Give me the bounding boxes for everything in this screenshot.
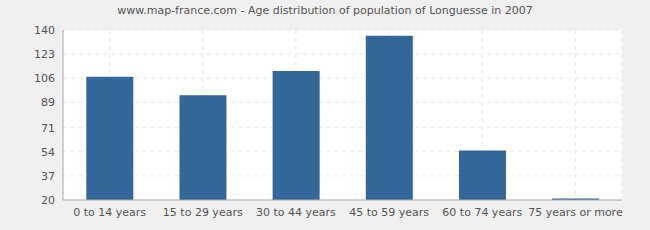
svg-text:60 to 74 years: 60 to 74 years [442,206,522,219]
svg-text:75 years or more: 75 years or more [528,206,623,219]
svg-text:89: 89 [41,96,55,109]
svg-text:123: 123 [34,48,55,61]
svg-text:30 to 44 years: 30 to 44 years [256,206,336,219]
svg-text:45 to 59 years: 45 to 59 years [349,206,429,219]
svg-text:106: 106 [34,72,55,85]
svg-text:140: 140 [34,24,55,37]
svg-text:37: 37 [41,170,55,183]
svg-text:54: 54 [41,146,55,159]
svg-text:20: 20 [41,194,55,207]
svg-text:15 to 29 years: 15 to 29 years [163,206,243,219]
svg-text:71: 71 [41,122,55,135]
svg-text:0 to 14 years: 0 to 14 years [73,206,146,219]
html-text:www.map-france.com - Age distr: www.map-france.com - Age distribution of… [117,4,533,17]
